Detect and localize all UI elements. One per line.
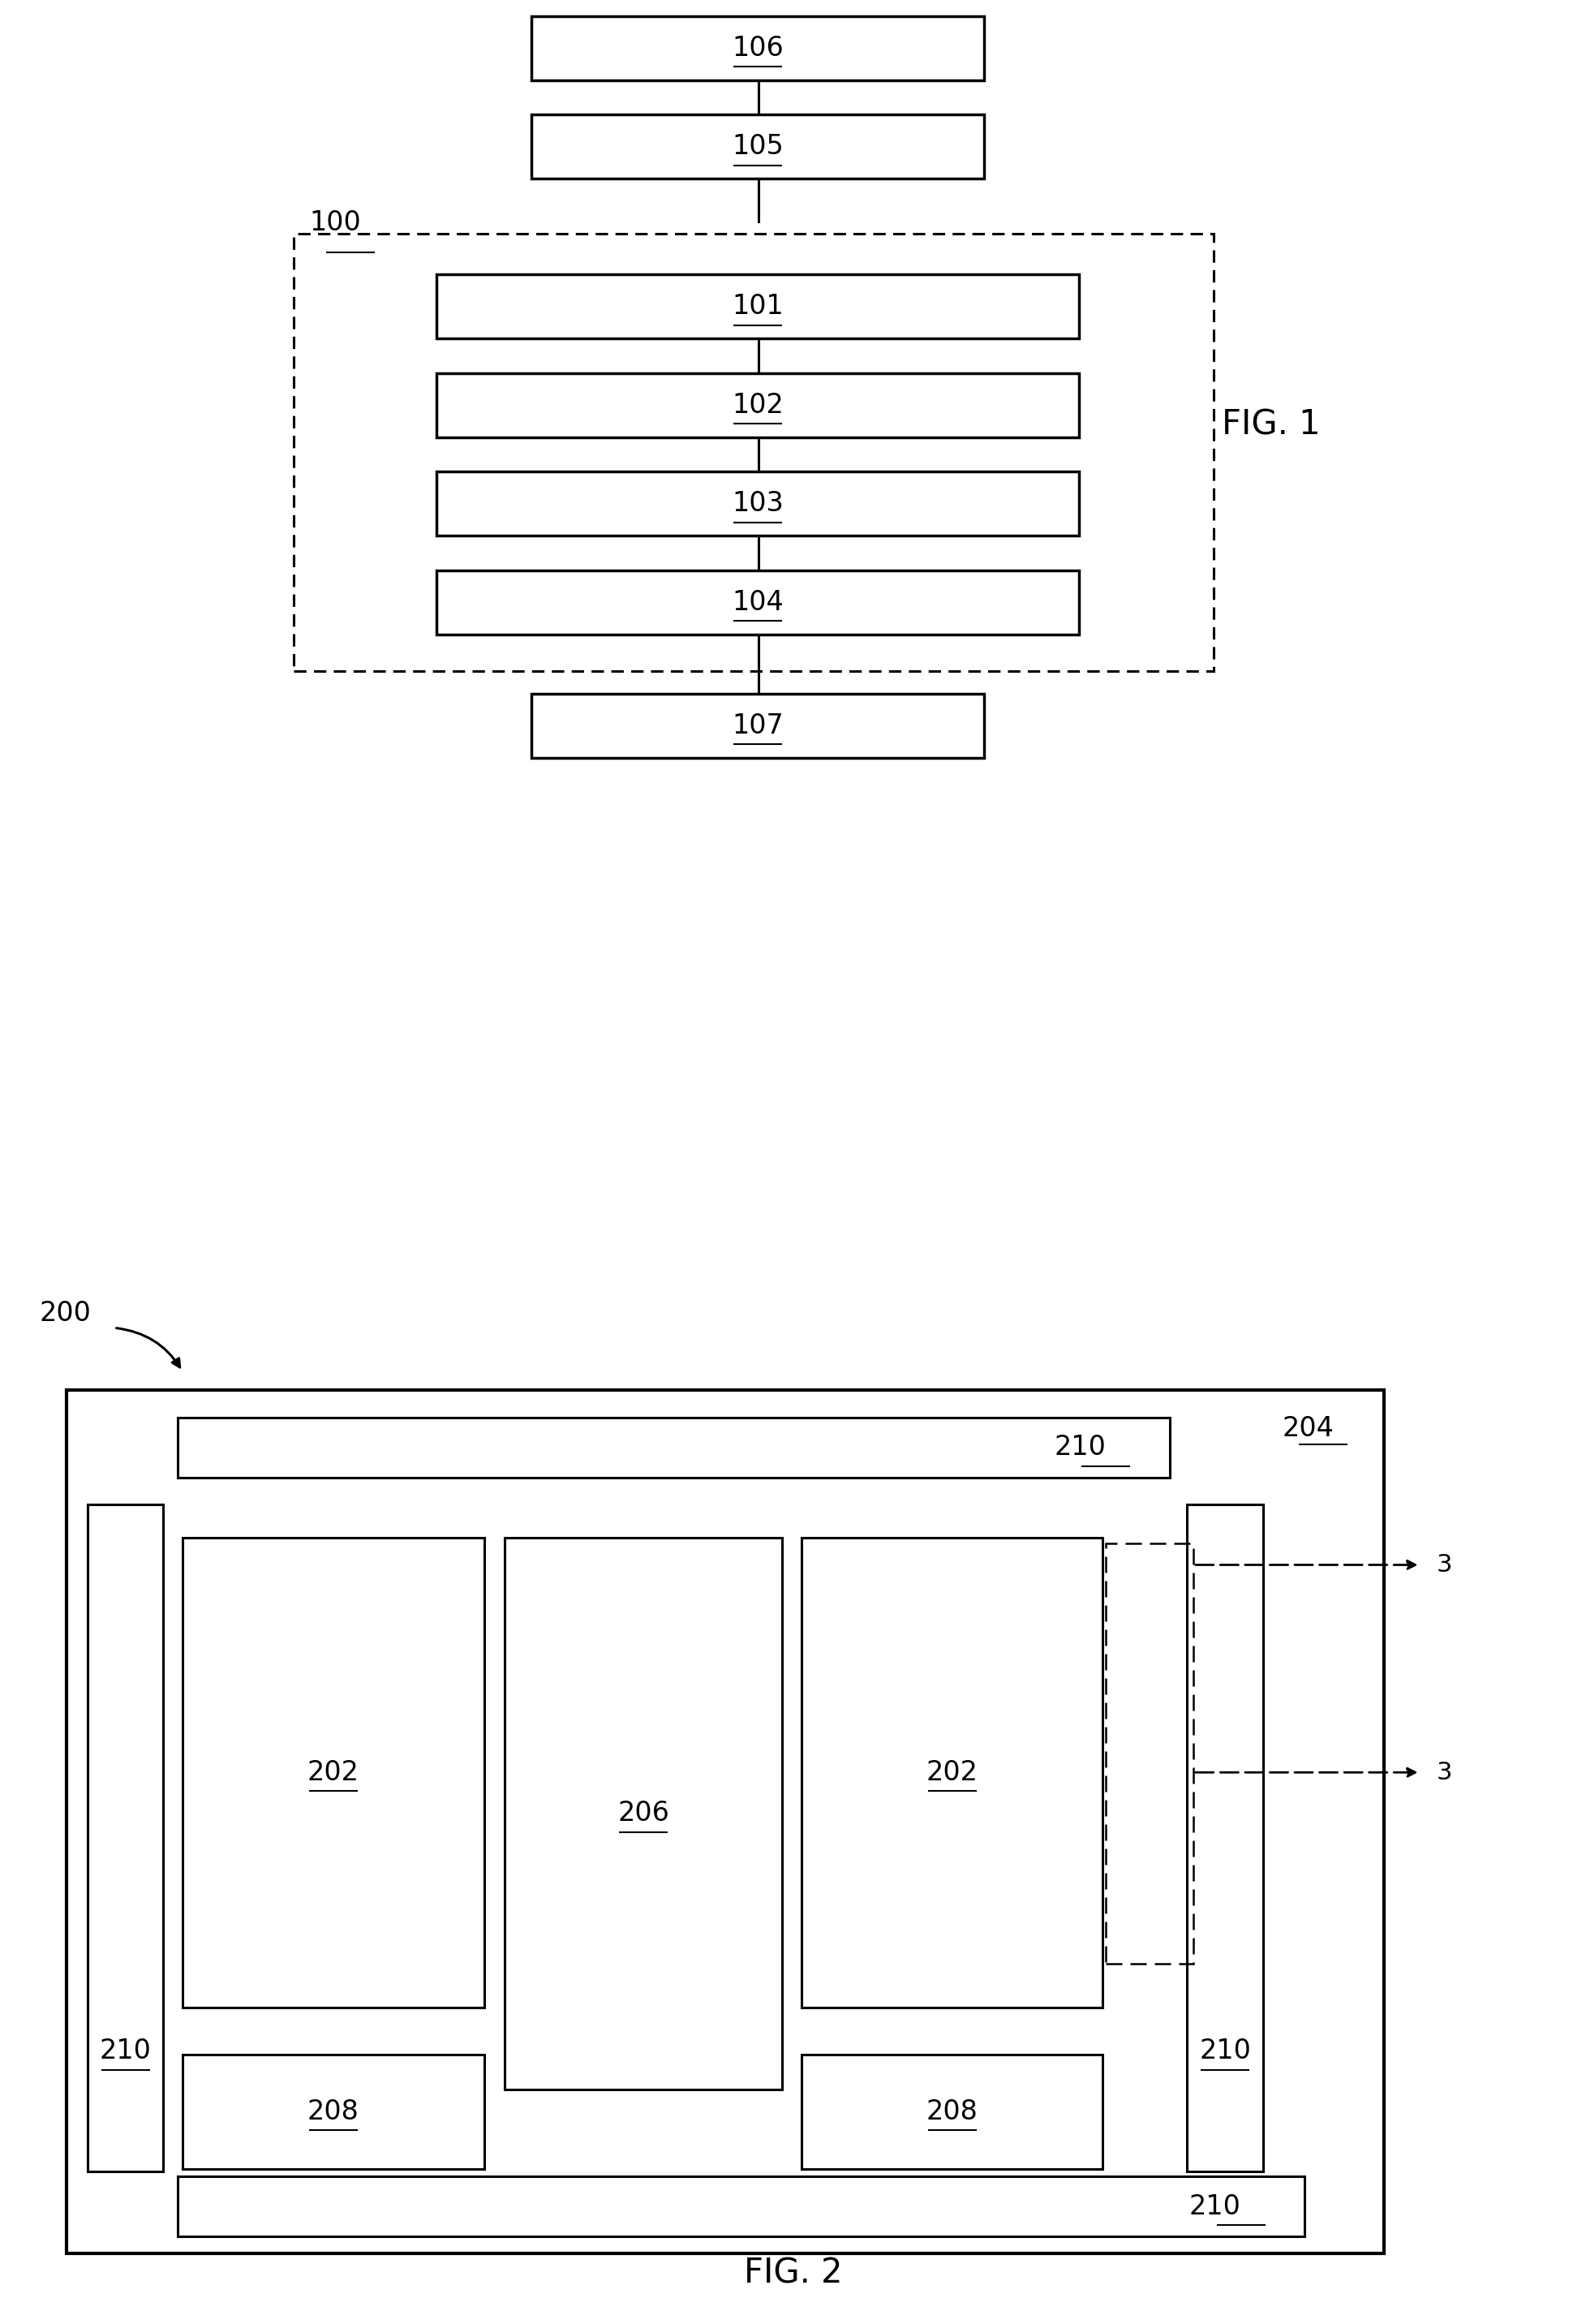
- Bar: [293, 235, 1213, 672]
- Text: 204: 204: [1281, 1415, 1334, 1441]
- Bar: [531, 16, 983, 79]
- Text: 106: 106: [731, 35, 783, 60]
- Bar: [531, 114, 983, 179]
- Text: 3: 3: [1435, 1762, 1451, 1785]
- Text: 104: 104: [731, 588, 783, 616]
- Text: 210: 210: [1199, 2038, 1250, 2064]
- Bar: [182, 2054, 484, 2168]
- Bar: [801, 2054, 1102, 2168]
- Bar: [1105, 1543, 1193, 1964]
- Bar: [436, 472, 1078, 537]
- Text: 102: 102: [731, 393, 783, 418]
- Text: 202: 202: [926, 1759, 977, 1785]
- Text: 103: 103: [731, 490, 783, 518]
- Bar: [67, 1390, 1383, 2252]
- Bar: [436, 274, 1078, 339]
- Bar: [87, 1506, 163, 2171]
- Text: 101: 101: [731, 293, 783, 321]
- Bar: [178, 1418, 1169, 1478]
- Bar: [436, 569, 1078, 634]
- Text: 208: 208: [308, 2099, 358, 2124]
- Text: 3: 3: [1435, 1552, 1451, 1576]
- Text: 100: 100: [309, 209, 362, 237]
- Text: 202: 202: [308, 1759, 358, 1785]
- Text: 105: 105: [731, 132, 783, 160]
- Bar: [1186, 1506, 1262, 2171]
- Bar: [178, 2178, 1304, 2236]
- Bar: [182, 1538, 484, 2008]
- Text: 210: 210: [100, 2038, 151, 2064]
- Text: 208: 208: [926, 2099, 977, 2124]
- Bar: [801, 1538, 1102, 2008]
- Text: 206: 206: [617, 1801, 669, 1827]
- Text: 210: 210: [1053, 1434, 1105, 1462]
- Text: FIG. 2: FIG. 2: [744, 2257, 842, 2291]
- Text: 200: 200: [40, 1299, 92, 1327]
- Text: FIG. 1: FIG. 1: [1221, 409, 1320, 442]
- Text: 107: 107: [731, 711, 783, 739]
- Text: 210: 210: [1188, 2194, 1240, 2219]
- Bar: [504, 1538, 782, 2089]
- Bar: [531, 693, 983, 758]
- Bar: [436, 374, 1078, 437]
